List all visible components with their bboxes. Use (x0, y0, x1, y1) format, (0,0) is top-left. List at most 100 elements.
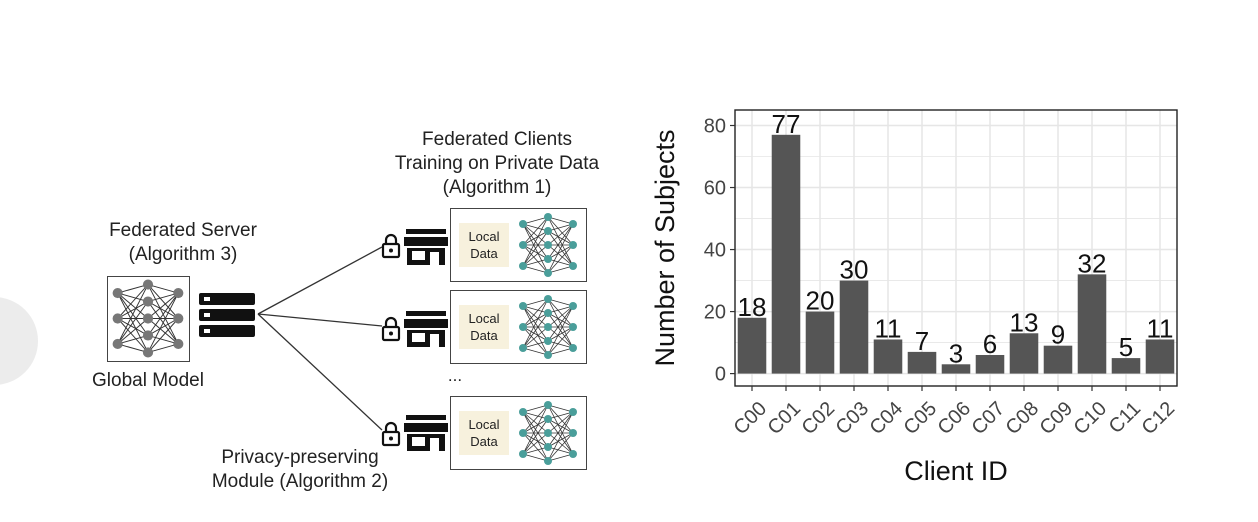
nn-node (112, 338, 123, 350)
nn-edge (117, 284, 149, 294)
y-tick-label: 80 (704, 116, 726, 138)
nn-node (142, 279, 154, 290)
nn-edge (147, 292, 179, 319)
bar-value-label: 30 (840, 255, 869, 285)
nn-node (142, 330, 154, 341)
nn-edge (547, 244, 574, 260)
nn-edge (117, 318, 149, 345)
client-box-2: Local Data (450, 290, 587, 364)
nn-edge (547, 432, 574, 462)
nn-node (569, 450, 577, 458)
connection-line-2 (257, 313, 383, 327)
nn-edge (147, 343, 179, 353)
nn-edge (147, 284, 179, 294)
client-box-1: Local Data (450, 208, 587, 282)
nn-edge (547, 418, 574, 434)
local-data-1-line-1: Local (468, 229, 500, 244)
nn-edge (117, 343, 149, 353)
nn-edge (547, 298, 574, 307)
nn-node (519, 344, 527, 352)
nn-edge (522, 244, 549, 274)
nn-edge (522, 244, 549, 267)
x-tick-label: C06 (934, 398, 976, 440)
client-box-3: Local Data (450, 396, 587, 470)
nn-edge (147, 335, 179, 345)
nn-edge (522, 404, 549, 434)
bar-C10 (1077, 274, 1107, 374)
nn-edge (522, 312, 549, 328)
nn-edge (117, 335, 149, 345)
nn-node (519, 262, 527, 270)
nn-node (569, 302, 577, 310)
nn-edge (547, 312, 574, 328)
bar-C00 (737, 317, 767, 374)
nn-edge (547, 265, 574, 274)
nn-edge (147, 284, 179, 319)
nn-edge (547, 446, 574, 455)
nn-edge (547, 453, 574, 462)
nn-edge (547, 244, 574, 267)
nn-edge (147, 292, 179, 336)
nn-edge (547, 305, 574, 328)
nn-node (544, 323, 552, 331)
bar-C09 (1043, 345, 1073, 374)
chart-y-axis: 0 20 40 60 80 (704, 116, 735, 386)
nn-edge (522, 453, 549, 462)
nn-node (544, 429, 552, 437)
nn-node (544, 241, 552, 249)
nn-edge (547, 298, 574, 328)
neural-network-icon (112, 279, 184, 358)
nn-edge (547, 258, 574, 267)
nn-edge (522, 432, 549, 462)
nn-edge (547, 411, 574, 462)
nn-edge (117, 318, 149, 353)
nn-edge (147, 301, 179, 319)
bar-value-label: 77 (772, 109, 801, 139)
nn-edge (522, 411, 549, 420)
nn-edge (547, 411, 574, 420)
nn-edge (547, 223, 574, 260)
local-data-3-line-2: Data (470, 434, 498, 449)
nn-node (569, 323, 577, 331)
bar-C05 (907, 351, 937, 374)
nn-edge (547, 411, 574, 448)
nn-node (173, 313, 184, 324)
local-data-3-line-1: Local (468, 417, 500, 432)
nn-edge (522, 340, 549, 349)
nn-edge (117, 318, 149, 336)
nn-edge (522, 326, 549, 356)
y-tick-label: 60 (704, 178, 726, 200)
nn-node (519, 323, 527, 331)
nn-edge (547, 230, 574, 246)
clients-label-line-1: Federated Clients (422, 129, 572, 150)
nn-node (569, 429, 577, 437)
bar-value-label: 5 (1119, 332, 1133, 362)
global-model-box (107, 276, 190, 362)
nn-edge (547, 216, 574, 246)
nn-edge (522, 326, 549, 342)
privacy-label: Privacy-preserving Module (Algorithm 2) (180, 446, 420, 494)
bar-value-label: 9 (1051, 320, 1065, 350)
nn-edge (147, 292, 179, 302)
nn-edge (522, 298, 549, 328)
nn-node (544, 457, 552, 465)
bar-value-label: 32 (1078, 248, 1107, 278)
x-tick-label: C11 (1105, 398, 1145, 438)
local-data-2: Local Data (459, 305, 509, 349)
nn-node (173, 338, 184, 350)
clients-label: Federated Clients Training on Private Da… (366, 128, 628, 200)
lock-icon (381, 233, 401, 259)
bar-C03 (839, 280, 869, 374)
nn-node (544, 443, 552, 451)
nn-node (544, 401, 552, 409)
nn-edge (147, 318, 179, 353)
bar-value-label: 11 (1147, 313, 1174, 343)
nn-edge (522, 432, 549, 455)
nn-edge (522, 418, 549, 455)
nn-node (569, 262, 577, 270)
store-icon (404, 415, 448, 451)
nn-edge (547, 432, 574, 448)
bar-C02 (805, 311, 835, 374)
